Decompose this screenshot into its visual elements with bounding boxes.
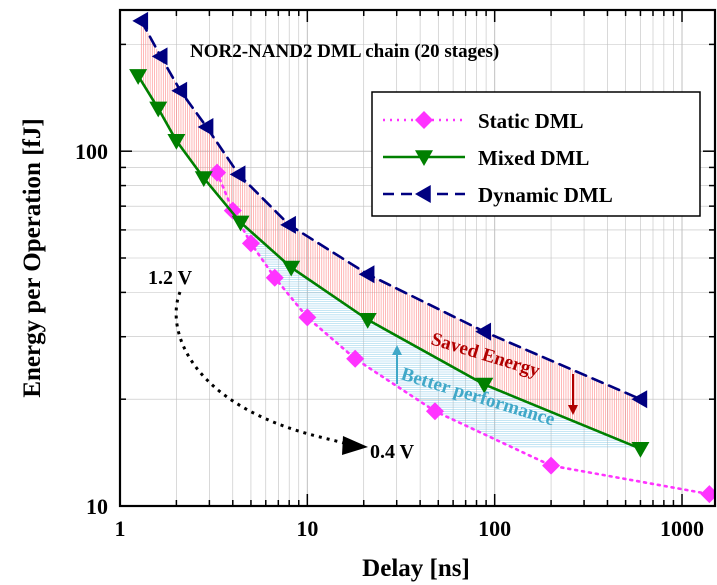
legend-marker xyxy=(415,111,433,129)
data-point-static-dml xyxy=(298,308,317,327)
legend-marker xyxy=(415,185,431,203)
data-point-mixed-dml xyxy=(194,171,213,188)
data-point-dynamic-dml xyxy=(631,390,648,409)
x-tick-label: 100 xyxy=(478,516,511,541)
data-point-dynamic-dml xyxy=(358,265,375,284)
data-point-static-dml xyxy=(700,485,715,504)
voltage-annotation: 1.2 V 0.4 V xyxy=(148,267,415,463)
tick-labels: 1 10 100 1000 10 100 xyxy=(75,139,704,541)
voltage-arrowhead-icon xyxy=(342,436,368,455)
voltage-high-label: 1.2 V xyxy=(148,267,193,289)
grid-lines xyxy=(120,10,715,506)
legend-label: Mixed DML xyxy=(478,146,589,170)
voltage-sweep-arrow xyxy=(174,291,349,446)
data-point-mixed-dml xyxy=(631,441,650,458)
legend-marker xyxy=(415,150,433,166)
data-point-mixed-dml xyxy=(167,134,186,150)
data-point-static-dml xyxy=(241,234,260,253)
data-point-dynamic-dml xyxy=(171,81,188,100)
data-point-dynamic-dml xyxy=(151,47,168,66)
data-point-dynamic-dml xyxy=(197,117,214,136)
data-point-mixed-dml xyxy=(129,69,148,85)
data-point-dynamic-dml xyxy=(229,165,246,184)
data-point-static-dml xyxy=(265,268,284,287)
y-axis-label: Energy per Operation [fJ] xyxy=(19,118,46,397)
y-tick-label: 100 xyxy=(75,139,108,164)
data-point-static-dml xyxy=(346,349,365,368)
series-group xyxy=(129,11,715,504)
voltage-low-label: 0.4 V xyxy=(370,441,415,463)
y-tick-label: 10 xyxy=(86,494,108,519)
x-tick-label: 1000 xyxy=(660,516,704,541)
data-point-static-dml xyxy=(425,402,444,421)
data-point-static-dml xyxy=(542,456,561,475)
legend: Static DML Mixed DML Dynamic DML xyxy=(371,91,701,217)
data-point-mixed-dml xyxy=(231,215,250,232)
legend-label: Static DML xyxy=(478,109,584,133)
data-point-mixed-dml xyxy=(475,377,494,394)
data-point-mixed-dml xyxy=(149,101,168,118)
data-point-static-dml xyxy=(208,163,227,182)
data-point-dynamic-dml xyxy=(280,215,296,234)
legend-label: Dynamic DML xyxy=(478,183,613,207)
data-point-dynamic-dml xyxy=(475,322,492,341)
axis-ticks xyxy=(119,10,715,507)
data-point-mixed-dml xyxy=(282,260,301,277)
x-tick-label: 1 xyxy=(115,516,126,541)
x-axis-label: Delay [ns] xyxy=(362,555,470,582)
hatch-region xyxy=(140,20,639,448)
data-point-dynamic-dml xyxy=(132,11,149,30)
series-line-static-dml xyxy=(215,171,711,496)
data-point-mixed-dml xyxy=(358,312,377,329)
x-tick-label: 10 xyxy=(296,516,318,541)
legend-items: Static DML Mixed DML Dynamic DML xyxy=(383,109,613,207)
chart-title: NOR2-NAND2 DML chain (20 stages) xyxy=(190,41,499,62)
